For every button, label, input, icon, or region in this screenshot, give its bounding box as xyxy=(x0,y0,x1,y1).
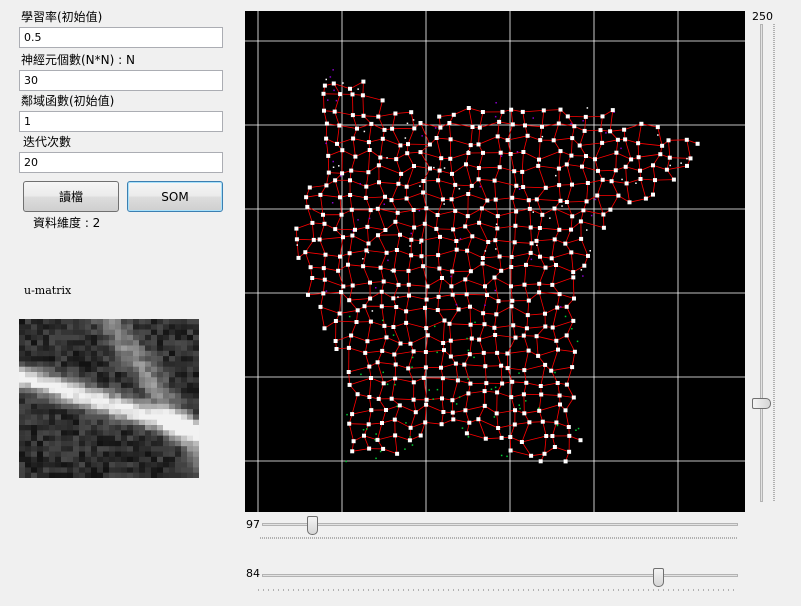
vertical-slider-value: 250 xyxy=(752,10,773,23)
neuron-count-label: 神經元個數(N*N) : N xyxy=(21,53,135,67)
neighborhood-label: 鄰域函數(初始值) xyxy=(21,94,115,108)
top-slider-track[interactable] xyxy=(262,523,738,526)
bottom-slider-value: 84 xyxy=(246,567,260,580)
neuron-count-input[interactable] xyxy=(19,70,223,91)
read-file-button[interactable]: 讀檔 xyxy=(23,181,119,212)
neighborhood-input[interactable] xyxy=(19,111,223,132)
vertical-slider-thumb[interactable] xyxy=(752,397,771,409)
iterations-label: 迭代次數 xyxy=(23,135,72,149)
bottom-slider-track[interactable] xyxy=(262,574,738,577)
top-slider-ticks xyxy=(260,537,738,539)
som-button[interactable]: SOM xyxy=(127,181,223,212)
data-dimension-label: 資料維度 : 2 xyxy=(33,216,101,230)
bottom-slider-ticks xyxy=(258,589,736,591)
vertical-slider-track[interactable] xyxy=(760,24,763,502)
vertical-slider-ticks xyxy=(773,24,775,502)
iterations-input[interactable] xyxy=(19,152,223,173)
bottom-slider-thumb[interactable] xyxy=(652,568,664,587)
som-plot-canvas xyxy=(245,11,745,512)
umatrix-image xyxy=(19,319,199,478)
learning-rate-input[interactable] xyxy=(19,27,223,48)
umatrix-label: u-matrix xyxy=(24,284,72,297)
top-slider-value: 97 xyxy=(246,518,260,531)
learning-rate-label: 學習率(初始值) xyxy=(21,10,103,24)
top-slider-thumb[interactable] xyxy=(307,516,319,535)
